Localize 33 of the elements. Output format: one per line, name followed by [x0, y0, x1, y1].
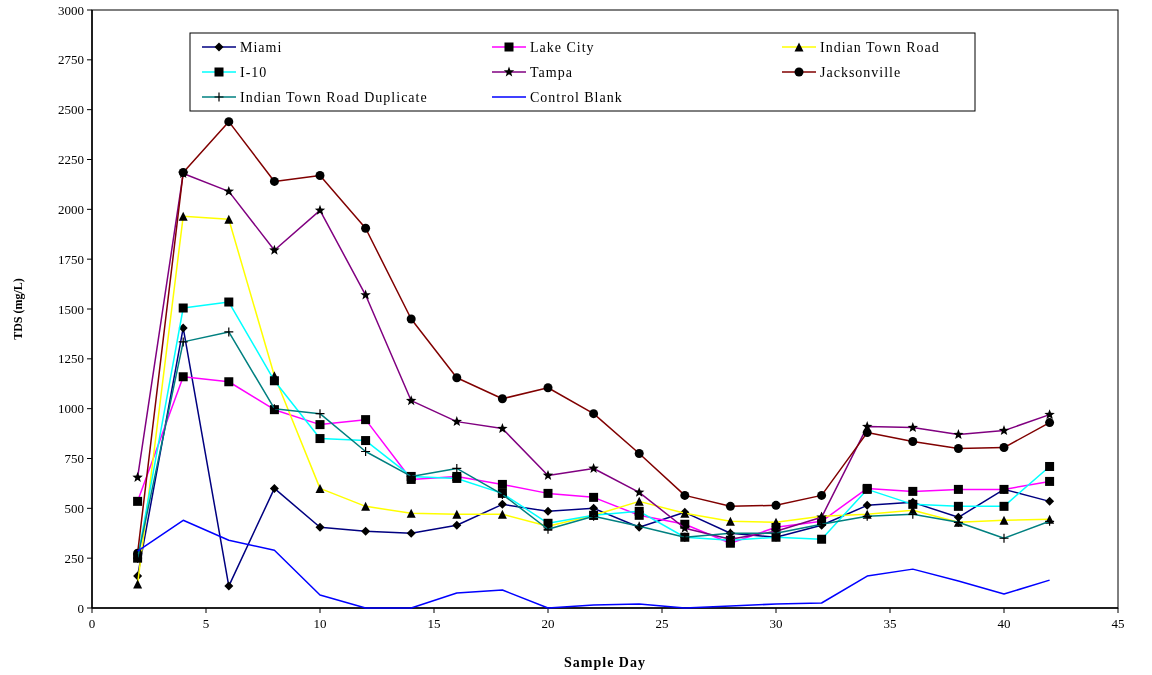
y-tick-label: 2500: [58, 102, 84, 118]
x-tick-label: 15: [427, 616, 441, 631]
legend-label: Indian Town Road Duplicate: [240, 89, 428, 105]
y-tick-label: 1250: [58, 351, 84, 367]
y-tick-label: 2750: [58, 52, 84, 68]
y-axis-title: TDS (mg/L): [11, 278, 25, 340]
y-tick-label: 500: [64, 500, 84, 516]
legend-label: Indian Town Road: [820, 39, 940, 55]
x-tick-label: 25: [655, 616, 669, 631]
legend-label: Jacksonville: [820, 64, 902, 80]
y-tick-label: 250: [64, 550, 84, 566]
x-tick-label: 30: [769, 616, 783, 631]
y-tick-label: 1500: [58, 301, 84, 317]
x-tick-label: 0: [88, 616, 96, 631]
x-tick-label: 20: [541, 616, 555, 631]
legend-label: Lake City: [530, 39, 595, 55]
x-axis-title: Sample Day: [564, 655, 646, 670]
x-tick-label: 35: [883, 616, 897, 631]
y-tick-label: 1000: [58, 401, 84, 417]
x-tick-label: 45: [1111, 616, 1125, 631]
x-tick-label: 10: [313, 616, 327, 631]
x-tick-label: 5: [202, 616, 210, 631]
legend-label: Miami: [240, 39, 283, 55]
y-tick-label: 2000: [58, 201, 84, 217]
y-tick-label: 1750: [58, 251, 84, 267]
legend-label: Tampa: [530, 64, 573, 80]
legend-label: I-10: [240, 64, 268, 80]
y-tick-label: 0: [77, 600, 84, 616]
y-tick-label: 2250: [58, 152, 84, 168]
y-tick-label: 750: [64, 451, 84, 467]
x-tick-label: 40: [997, 616, 1011, 631]
y-tick-label: 3000: [58, 2, 84, 18]
legend-label: Control Blank: [530, 89, 623, 105]
